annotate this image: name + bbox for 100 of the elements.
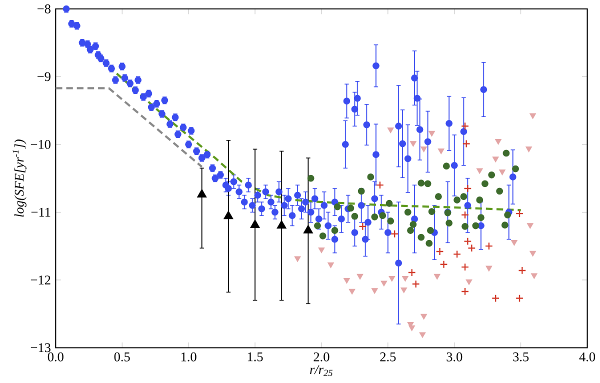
point — [492, 156, 499, 163]
point — [453, 250, 462, 258]
point — [348, 289, 356, 295]
y-axis-title: log(SFE[yr$^{-1}$]) — [12, 140, 26, 217]
point — [510, 240, 518, 246]
point — [420, 314, 428, 320]
y-tick-label: −11 — [31, 208, 50, 217]
point — [426, 240, 433, 248]
point — [530, 251, 536, 257]
point — [307, 175, 314, 182]
point — [464, 238, 472, 246]
point — [410, 221, 417, 228]
point — [420, 146, 428, 152]
point — [408, 268, 416, 277]
point — [486, 266, 492, 272]
point — [460, 211, 470, 220]
point — [472, 222, 480, 230]
y-tick-label: −9 — [38, 72, 50, 82]
point — [438, 148, 444, 154]
x-tick-label: 1.0 — [181, 352, 196, 362]
point — [343, 278, 350, 284]
point — [402, 276, 408, 282]
point — [488, 172, 496, 179]
point — [408, 326, 416, 332]
point — [387, 218, 394, 225]
point — [446, 220, 453, 227]
point — [347, 204, 354, 212]
point — [518, 266, 526, 275]
point — [418, 234, 425, 241]
point — [294, 256, 301, 262]
x-tick-label: 2.0 — [314, 352, 330, 362]
point — [319, 232, 326, 240]
point — [530, 114, 536, 120]
point — [318, 248, 325, 254]
point — [418, 180, 425, 187]
point — [460, 288, 470, 296]
point — [466, 280, 472, 286]
y-tick-label: −12 — [30, 276, 50, 285]
point — [468, 244, 476, 252]
y-tick-label: −13 — [30, 344, 50, 352]
point — [476, 168, 483, 174]
point — [502, 150, 510, 157]
point — [501, 222, 508, 229]
point — [380, 280, 388, 287]
x-tick-label: 1.5 — [248, 352, 263, 362]
point — [498, 170, 506, 176]
point — [482, 180, 488, 188]
point — [526, 146, 532, 152]
point — [515, 294, 524, 303]
point — [434, 193, 442, 200]
point — [388, 276, 396, 282]
point — [478, 214, 484, 222]
point — [428, 208, 436, 216]
point — [460, 193, 468, 200]
point — [356, 274, 364, 280]
point — [504, 212, 511, 219]
point — [424, 180, 432, 188]
point — [386, 200, 393, 208]
point — [371, 214, 378, 221]
point — [512, 166, 519, 172]
point — [410, 141, 416, 148]
point — [484, 242, 493, 250]
point — [404, 208, 412, 216]
point — [515, 210, 524, 218]
point — [492, 294, 500, 303]
x-tick-label: 4.0 — [579, 352, 596, 362]
point — [379, 212, 386, 220]
x-tick-label: 3.5 — [513, 352, 529, 362]
point — [371, 288, 378, 294]
point — [530, 273, 538, 280]
x-axis-title: r/r$_{25}$ — [310, 365, 333, 376]
point — [428, 131, 436, 137]
point — [434, 274, 440, 280]
point — [314, 222, 321, 230]
x-tick-label: 0.0 — [48, 352, 64, 362]
point — [412, 280, 420, 288]
point — [334, 204, 341, 210]
point — [400, 288, 408, 294]
point — [440, 260, 448, 269]
point — [436, 248, 444, 256]
point — [462, 140, 470, 148]
point — [358, 222, 367, 231]
x-tick-label: 2.5 — [380, 352, 396, 362]
point — [526, 223, 534, 230]
point — [442, 162, 450, 170]
point — [427, 227, 434, 234]
point — [460, 122, 470, 130]
y-tick-label: −8 — [38, 4, 50, 14]
point — [387, 128, 394, 134]
point — [462, 223, 468, 230]
x-tick-label: 0.5 — [114, 352, 130, 362]
point — [419, 332, 426, 338]
point — [390, 230, 399, 238]
point — [464, 184, 472, 193]
point — [496, 188, 504, 195]
point — [376, 181, 384, 190]
point — [460, 263, 470, 272]
point — [407, 227, 414, 234]
x-tick-label: 3.0 — [446, 352, 462, 362]
point — [328, 262, 334, 268]
